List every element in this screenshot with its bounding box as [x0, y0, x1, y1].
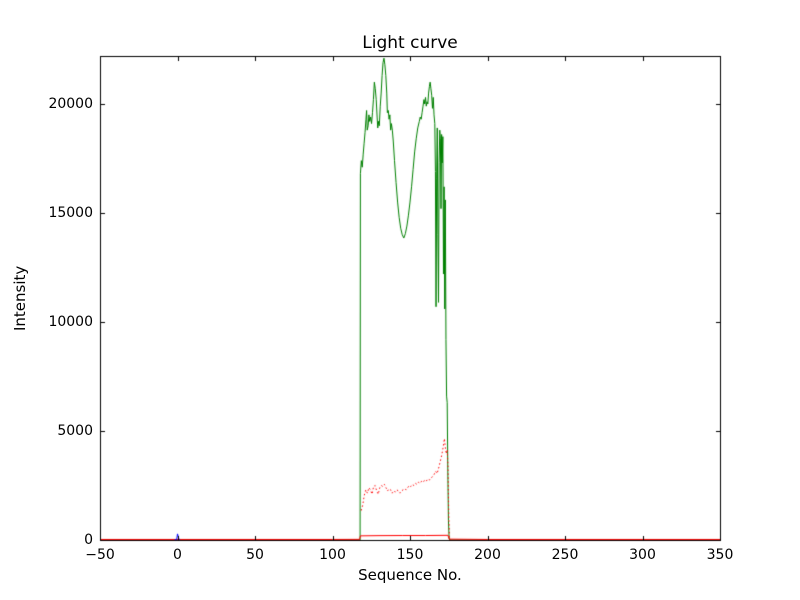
x-tick-label: 200: [474, 547, 501, 563]
x-tick-label: 100: [319, 547, 346, 563]
chart-title: Light curve: [362, 33, 458, 53]
x-tick-label: 150: [396, 547, 424, 563]
x-tick-label: −50: [85, 547, 115, 563]
x-axis-label: Sequence No.: [358, 566, 462, 584]
x-tick-label: 0: [173, 547, 182, 563]
y-tick-label: 15000: [48, 204, 93, 221]
x-tick-label: 300: [629, 547, 656, 563]
y-tick-label: 0: [84, 532, 93, 548]
y-tick-label: 5000: [57, 422, 93, 439]
x-tick-label: 350: [706, 547, 734, 563]
x-tick-label: 50: [246, 547, 264, 563]
y-axis-label: Intensity: [11, 265, 29, 331]
y-tick-label: 20000: [48, 95, 93, 112]
x-tick-label: 250: [551, 547, 579, 563]
y-tick-label: 10000: [48, 313, 93, 330]
